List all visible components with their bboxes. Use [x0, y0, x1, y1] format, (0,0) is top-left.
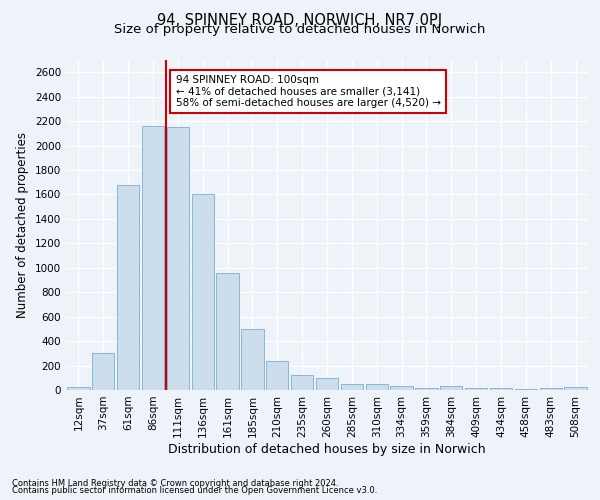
Text: Size of property relative to detached houses in Norwich: Size of property relative to detached ho…	[115, 22, 485, 36]
Bar	[316, 378, 338, 390]
Bar	[241, 329, 263, 390]
Bar	[515, 389, 537, 390]
Bar	[117, 184, 139, 390]
Bar	[291, 376, 313, 390]
Bar	[440, 386, 463, 390]
Y-axis label: Number of detached properties: Number of detached properties	[16, 132, 29, 318]
Bar	[92, 354, 115, 390]
Bar	[191, 194, 214, 390]
Bar	[341, 384, 363, 390]
Bar	[142, 126, 164, 390]
Bar	[490, 388, 512, 390]
Text: Contains HM Land Registry data © Crown copyright and database right 2024.: Contains HM Land Registry data © Crown c…	[12, 478, 338, 488]
Text: 94 SPINNEY ROAD: 100sqm
← 41% of detached houses are smaller (3,141)
58% of semi: 94 SPINNEY ROAD: 100sqm ← 41% of detache…	[176, 75, 440, 108]
Bar	[539, 388, 562, 390]
Bar	[217, 272, 239, 390]
Bar	[565, 387, 587, 390]
Bar	[415, 388, 437, 390]
Bar	[465, 388, 487, 390]
Text: 94, SPINNEY ROAD, NORWICH, NR7 0PJ: 94, SPINNEY ROAD, NORWICH, NR7 0PJ	[157, 12, 443, 28]
Text: Contains public sector information licensed under the Open Government Licence v3: Contains public sector information licen…	[12, 486, 377, 495]
Bar	[365, 384, 388, 390]
Bar	[391, 386, 413, 390]
Bar	[167, 127, 189, 390]
X-axis label: Distribution of detached houses by size in Norwich: Distribution of detached houses by size …	[168, 442, 486, 456]
Bar	[67, 387, 89, 390]
Bar	[266, 360, 289, 390]
